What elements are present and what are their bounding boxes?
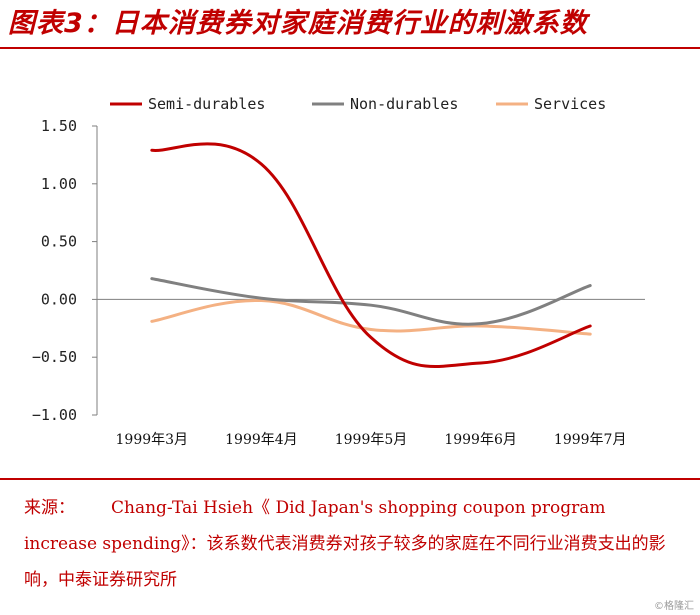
source-note: 来源： Chang-Tai Hsieh《 Did Japan's shopping… (24, 490, 676, 598)
x-axis: 1999年3月 1999年4月 1999年5月 1999年6月 1999年7月 (97, 298, 645, 448)
y-tick-label: 0.50 (41, 233, 77, 251)
source-text: Chang-Tai Hsieh《 Did Japan's shopping co… (24, 498, 666, 590)
y-tick-label: 1.00 (41, 175, 77, 193)
y-tick-label: 0.00 (41, 290, 77, 308)
figure-title: 图表3：日本消费券对家庭消费行业的刺激系数 (8, 8, 588, 39)
legend-label: Services (534, 95, 606, 113)
series-line-non-durables (150, 277, 592, 326)
x-tick-label: 1999年7月 (554, 432, 627, 448)
y-tick-label: −0.50 (32, 348, 77, 366)
series-line-semi-durables (150, 142, 592, 368)
x-tick-label: 1999年5月 (335, 432, 408, 448)
watermark: ©格隆汇 (654, 601, 694, 612)
y-tick-label: 1.50 (41, 117, 77, 135)
y-tick-label: −1.00 (32, 406, 77, 424)
line-chart: Semi-durables Non-durables Services 1.501.… (32, 95, 645, 448)
x-tick-label: 1999年4月 (225, 432, 298, 448)
x-tick-label: 1999年6月 (444, 432, 517, 448)
source-rule (0, 478, 700, 480)
source-label: 来源： (24, 498, 75, 518)
y-axis: 1.50 1.00 0.50 0.00 −0.50 −1.00 (32, 117, 98, 424)
legend-label: Non-durables (350, 95, 458, 113)
series-lines (150, 142, 592, 368)
chart-legend: Semi-durables Non-durables Services (110, 95, 606, 113)
legend-label: Semi-durables (148, 95, 265, 113)
series-line-services (150, 299, 592, 336)
x-tick-label: 1999年3月 (116, 432, 189, 448)
title-rule (0, 47, 700, 49)
